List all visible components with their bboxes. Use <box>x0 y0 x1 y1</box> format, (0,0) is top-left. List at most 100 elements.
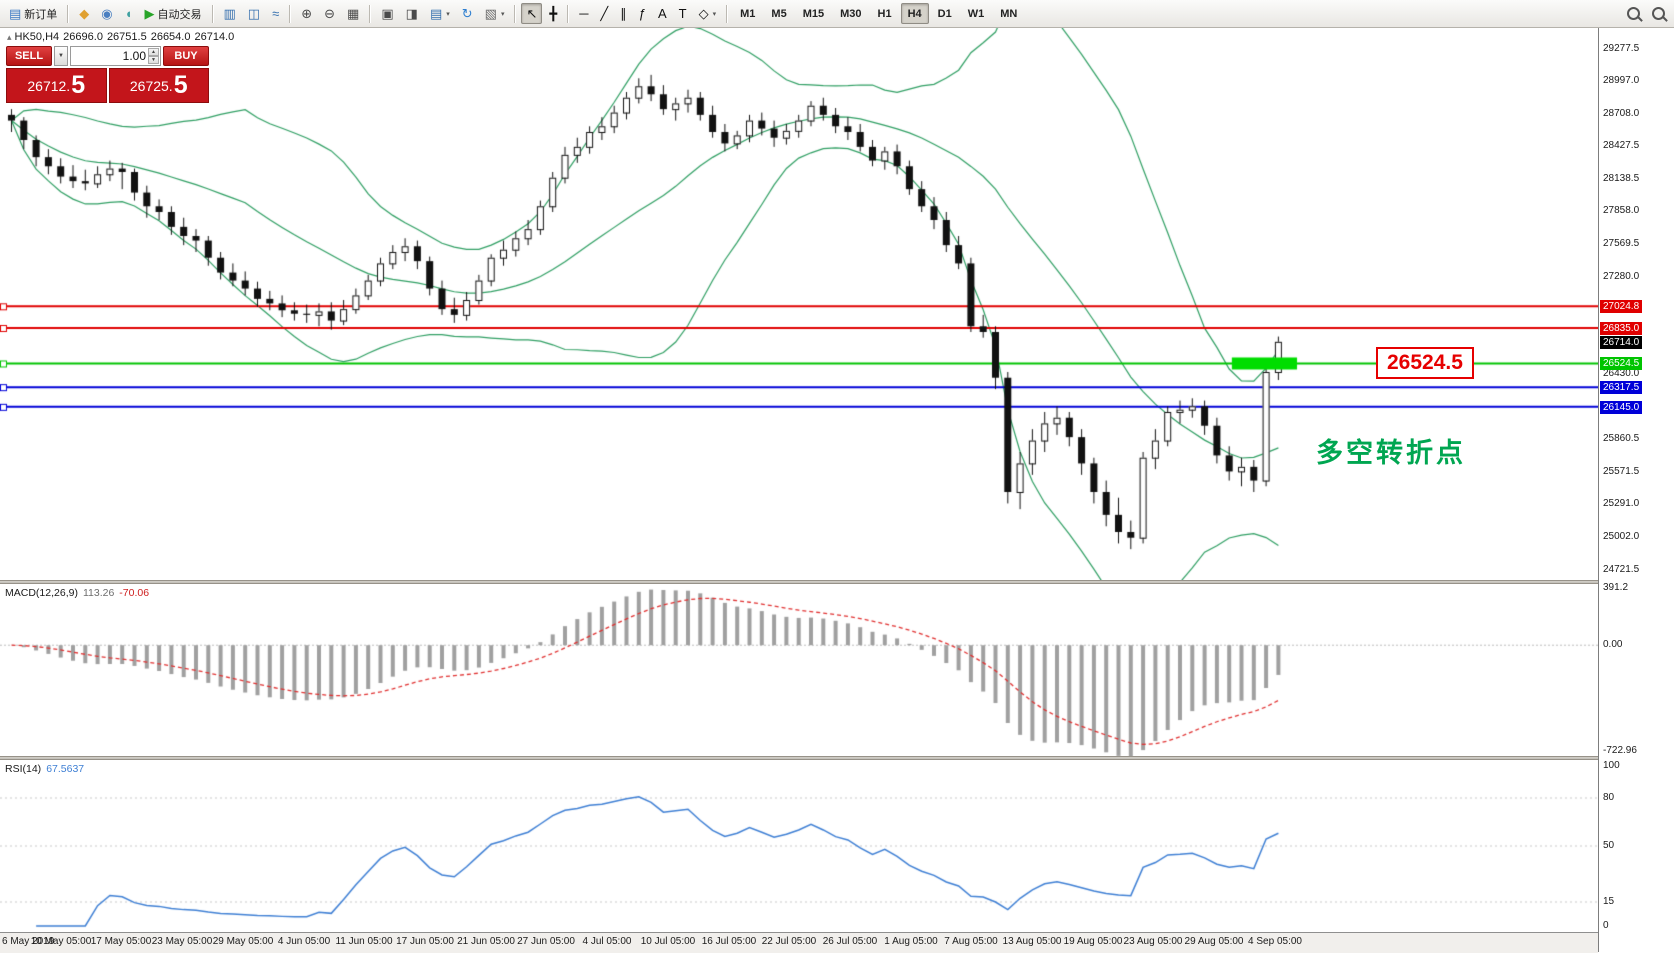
toolbar-separator <box>67 4 70 23</box>
cascade-windows-icon: ▣ <box>381 6 394 21</box>
autotrading-icon: ▶ <box>144 6 155 21</box>
data-window-icon[interactable]: ◉ <box>96 3 117 24</box>
tf-m30-button[interactable]: M30 <box>833 3 868 24</box>
time-axis-label: 7 Aug 05:00 <box>944 936 998 947</box>
tile-windows-icon[interactable]: ▦ <box>342 3 364 24</box>
trendline-icon[interactable]: ╱ <box>595 3 613 24</box>
align-charts-icon[interactable]: ◨ <box>401 3 423 24</box>
tf-mn-button[interactable]: MN <box>993 3 1024 24</box>
tf-m5-button[interactable]: M5 <box>764 3 793 24</box>
macd-panel[interactable] <box>0 584 1598 756</box>
cascade-windows-icon[interactable]: ▣ <box>376 3 398 24</box>
bar-chart-icon[interactable]: ▥ <box>219 3 241 24</box>
turning-point-label: 多空转折点 <box>1316 438 1466 468</box>
time-axis-label: 16 Jul 05:00 <box>701 936 757 947</box>
chevron-down-icon: ▾ <box>712 10 717 18</box>
horizontal-line-icon[interactable]: ─ <box>574 3 593 24</box>
bar-chart-icon: ▥ <box>223 6 236 21</box>
time-axis-label: 11 Jun 05:00 <box>335 936 393 947</box>
time-axis-label: 17 Jun 05:00 <box>396 936 454 947</box>
candlestick-chart-icon[interactable]: ◫ <box>243 3 265 24</box>
candlestick-chart-icon: ◫ <box>247 6 261 21</box>
new-order-icon: ▤ <box>9 6 22 21</box>
time-axis-label: 1 Aug 05:00 <box>884 936 938 947</box>
volume-stepper[interactable]: ▲ ▼ <box>148 48 159 64</box>
axis-price-label: 0 <box>1603 920 1609 931</box>
time-axis-label: 27 Jun 05:00 <box>517 936 575 947</box>
tf-m15-button[interactable]: M15 <box>796 3 831 24</box>
time-axis-label: 4 Sep 05:00 <box>1248 936 1302 947</box>
volume-step-dropdown[interactable]: ▼ <box>54 46 68 66</box>
price-axis[interactable]: 29277.5 28997.0 28708.0 28427.5 28138.5 27858… <box>1598 28 1674 952</box>
volume-value: 1.00 <box>122 49 146 63</box>
price-chart[interactable] <box>0 28 1598 580</box>
macd-splitter[interactable] <box>0 580 1598 584</box>
tile-windows-icon: ▦ <box>347 6 360 21</box>
time-axis-label: 6 May 2019 <box>2 936 55 947</box>
search-button[interactable] <box>1647 3 1670 24</box>
line-chart-icon[interactable]: ≈ <box>267 3 284 24</box>
new-chart-button[interactable]: ▤ ▾ <box>425 3 455 24</box>
step-up-icon[interactable]: ▲ <box>148 48 159 56</box>
rsi-panel[interactable] <box>0 760 1598 932</box>
time-axis-label: 17 May 05:00 <box>90 936 152 947</box>
collapse-panel-icon[interactable]: ▴ <box>7 32 12 42</box>
tf-d1-button[interactable]: D1 <box>931 3 959 24</box>
new-order-button[interactable]: ▤ 新订单 <box>4 3 62 24</box>
zoom-in-icon[interactable]: ⊕ <box>296 3 317 24</box>
axis-price-label: 0.00 <box>1603 639 1623 651</box>
macd-main-value: 113.26 <box>82 587 115 599</box>
align-charts-icon: ◨ <box>405 6 418 21</box>
ohlc-close: 26714.0 <box>194 31 235 43</box>
axis-price-label: 15 <box>1603 896 1615 907</box>
buy-price-base: 26725. <box>129 77 173 94</box>
axis-price-label: 80 <box>1603 792 1615 803</box>
tf-m15-button-label: M15 <box>802 7 825 20</box>
tf-w1-button[interactable]: W1 <box>961 3 992 24</box>
volume-input[interactable]: 1.00 ▲ ▼ <box>70 46 161 66</box>
text-icon[interactable]: A <box>653 3 672 24</box>
autotrading-button[interactable]: ▶ 自动交易 <box>140 3 207 24</box>
refresh-icon[interactable]: ↻ <box>457 3 478 24</box>
buy-price[interactable]: 26725. 5 <box>108 68 209 103</box>
price-annotation-box[interactable]: 26524.5 <box>1376 347 1474 380</box>
axis-price-label: -722.96 <box>1603 744 1637 756</box>
ohlc-low: 26654.0 <box>150 31 191 43</box>
market-watch-icon[interactable]: ◆ <box>74 3 94 24</box>
sell-button[interactable]: SELL <box>6 46 52 66</box>
text-label-icon[interactable]: T <box>674 3 692 24</box>
rsi-splitter[interactable] <box>0 756 1598 760</box>
axis-price-label: 25002.0 <box>1603 531 1640 543</box>
refresh-icon: ↻ <box>461 6 473 21</box>
community-icon[interactable]: ◖ <box>120 3 138 24</box>
buy-button[interactable]: BUY <box>163 46 209 66</box>
crosshair-icon[interactable]: ╋ <box>544 3 562 24</box>
rsi-name: RSI(14) <box>5 763 42 775</box>
search-symbol-button[interactable] <box>1622 3 1645 24</box>
community-icon: ◖ <box>124 6 133 21</box>
new-chart-icon: ▤ <box>429 6 443 21</box>
text-label-icon: T <box>678 6 687 21</box>
chart-settings-icon[interactable]: ▧ ▾ <box>480 3 510 24</box>
toolbar-separator <box>726 4 729 23</box>
step-down-icon[interactable]: ▼ <box>148 56 159 64</box>
tf-h4-button[interactable]: H4 <box>900 3 929 24</box>
tf-m1-button[interactable]: M1 <box>733 3 762 24</box>
cursor-icon[interactable]: ↖ <box>521 3 543 24</box>
search-icon <box>1627 7 1640 20</box>
tf-w1-button-label: W1 <box>967 7 985 20</box>
zoom-out-icon[interactable]: ⊖ <box>319 3 340 24</box>
chevron-down-icon: ▾ <box>500 10 505 18</box>
chart-header: ▴ HK50,H4 26696.0 26751.5 26654.0 26714.0 <box>7 31 238 43</box>
time-axis[interactable]: 6 May 2019 10 May 05:00 17 May 05:00 23 May… <box>0 932 1598 953</box>
axis-price-label: 100 <box>1603 760 1620 771</box>
equidistant-channel-icon[interactable]: ∥ <box>615 3 632 24</box>
arrows-icon[interactable]: ◇ ▾ <box>694 3 722 24</box>
fibonacci-icon[interactable]: ƒ <box>634 3 651 24</box>
chart-settings-icon: ▧ <box>484 6 497 21</box>
arrows-icon: ◇ <box>698 6 709 21</box>
time-axis-label: 22 Jul 05:00 <box>761 936 817 947</box>
sell-price[interactable]: 26712. 5 <box>6 68 107 103</box>
time-axis-label: 26 Jul 05:00 <box>822 936 878 947</box>
tf-h1-button[interactable]: H1 <box>871 3 899 24</box>
